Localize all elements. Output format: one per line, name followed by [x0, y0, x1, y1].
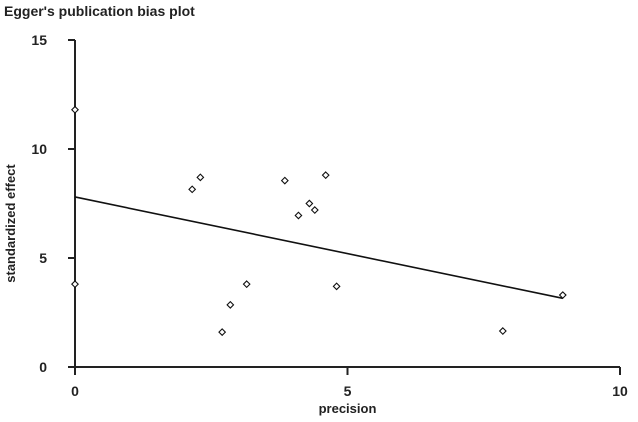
y-ticks: 0 5 10 15 [31, 32, 75, 375]
y-tick-label: 0 [39, 359, 47, 375]
y-axis-label: standardized effect [3, 164, 18, 283]
y-tick-label: 15 [31, 32, 47, 48]
data-point [305, 199, 314, 208]
data-point [71, 280, 79, 289]
data-point [188, 185, 197, 194]
chart-title: Egger's publication bias plot [4, 3, 195, 19]
data-point [242, 280, 251, 289]
data-point [332, 282, 341, 291]
x-tick-label: 5 [344, 383, 352, 399]
x-tick-label: 0 [71, 383, 79, 399]
data-point [280, 176, 289, 185]
x-ticks: 0 5 10 [71, 367, 628, 399]
data-point [294, 211, 303, 220]
data-point [226, 300, 235, 309]
data-point [498, 327, 507, 336]
data-point [196, 173, 205, 182]
axes [74, 40, 620, 368]
data-point [321, 171, 330, 180]
y-tick-label: 10 [31, 141, 47, 157]
data-points [71, 105, 567, 337]
y-tick-label: 5 [39, 250, 47, 266]
data-point [558, 291, 567, 300]
x-tick-label: 10 [612, 383, 628, 399]
regression-line-layer [74, 196, 563, 300]
x-axis-label: precision [319, 401, 377, 416]
data-point [310, 206, 319, 215]
regression-line [74, 196, 563, 300]
data-point [218, 328, 227, 337]
data-point [71, 105, 79, 114]
